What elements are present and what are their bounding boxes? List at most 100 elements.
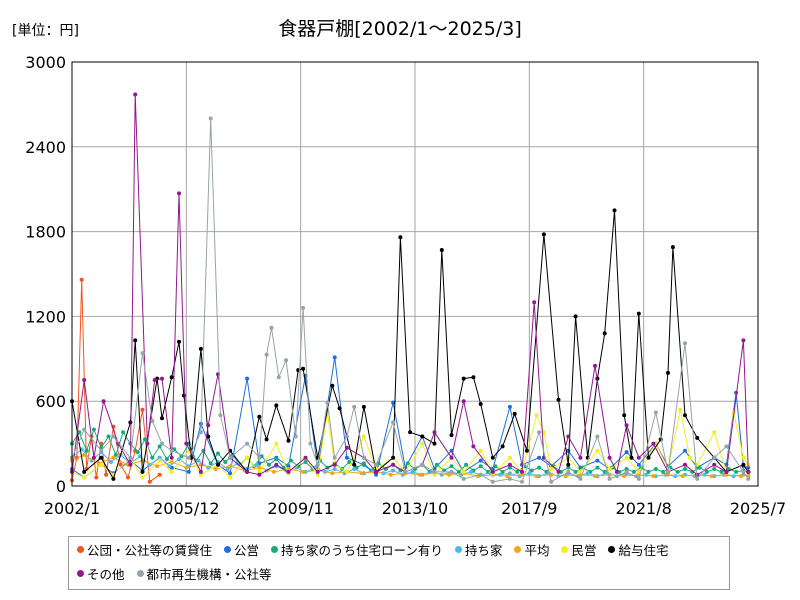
data-point bbox=[614, 469, 619, 474]
data-point bbox=[276, 375, 281, 380]
data-point bbox=[661, 469, 666, 474]
data-point bbox=[147, 479, 152, 484]
data-point bbox=[537, 430, 542, 435]
data-point bbox=[420, 441, 425, 446]
data-point bbox=[186, 455, 191, 460]
data-point bbox=[595, 434, 600, 439]
data-point bbox=[133, 338, 138, 343]
data-point bbox=[177, 457, 181, 462]
data-point bbox=[461, 376, 466, 381]
y-tick-label: 600 bbox=[35, 392, 66, 411]
data-point bbox=[140, 407, 145, 412]
legend-marker bbox=[77, 545, 84, 553]
data-point bbox=[254, 462, 259, 467]
data-point bbox=[408, 430, 413, 435]
data-point bbox=[683, 467, 687, 471]
data-point bbox=[687, 455, 692, 460]
data-point bbox=[612, 208, 617, 213]
data-point bbox=[420, 434, 425, 439]
data-point bbox=[695, 435, 700, 440]
data-point bbox=[104, 472, 109, 477]
data-point bbox=[301, 305, 306, 310]
series-line bbox=[71, 94, 749, 476]
data-point bbox=[140, 475, 145, 480]
data-point bbox=[206, 434, 211, 439]
data-point bbox=[746, 469, 751, 474]
data-point bbox=[636, 455, 641, 460]
data-point bbox=[566, 462, 571, 467]
data-point bbox=[344, 469, 349, 474]
data-point bbox=[405, 461, 410, 466]
y-tick-label: 3000 bbox=[25, 53, 66, 72]
data-point bbox=[644, 472, 649, 477]
data-point bbox=[675, 469, 680, 474]
tick-labels: 0 600 1200 1800 2400 3000 2002/1 2005/12 2009/11… bbox=[25, 53, 786, 518]
data-point bbox=[391, 462, 396, 467]
data-point bbox=[257, 472, 262, 477]
data-point bbox=[116, 441, 121, 446]
data-point bbox=[169, 455, 174, 460]
legend-label: 公営 bbox=[234, 542, 260, 558]
data-point bbox=[529, 468, 534, 473]
data-point bbox=[361, 404, 366, 409]
data-point bbox=[653, 410, 658, 415]
data-point bbox=[177, 191, 181, 196]
data-point bbox=[731, 474, 736, 479]
data-point bbox=[99, 462, 104, 467]
data-point bbox=[580, 465, 585, 470]
data-point bbox=[325, 400, 330, 405]
legend-marker bbox=[514, 545, 522, 553]
y-tick-label: 1200 bbox=[25, 307, 66, 326]
data-point bbox=[549, 479, 554, 484]
data-point bbox=[607, 455, 612, 460]
data-point bbox=[490, 469, 495, 474]
data-point bbox=[585, 471, 590, 476]
data-point bbox=[724, 469, 729, 474]
data-point bbox=[417, 472, 422, 477]
data-point bbox=[133, 92, 138, 97]
data-point bbox=[636, 462, 641, 467]
legend-label: 給与住宅 bbox=[618, 542, 669, 558]
data-point bbox=[624, 469, 629, 474]
data-point bbox=[301, 469, 306, 474]
data-point bbox=[344, 434, 349, 439]
data-point bbox=[198, 469, 203, 474]
data-point bbox=[746, 476, 751, 481]
y-tick-label: 0 bbox=[56, 477, 66, 496]
data-point bbox=[624, 455, 629, 460]
data-point bbox=[257, 469, 262, 474]
data-point bbox=[264, 437, 269, 442]
x-tick-label: 2025/7 bbox=[730, 499, 786, 518]
data-point bbox=[507, 404, 512, 409]
data-point bbox=[245, 469, 250, 474]
data-point bbox=[746, 473, 751, 478]
data-point bbox=[556, 397, 561, 402]
data-point bbox=[683, 462, 687, 467]
data-point bbox=[160, 416, 164, 421]
data-point bbox=[169, 375, 174, 380]
data-point bbox=[196, 458, 201, 463]
data-point bbox=[344, 445, 349, 450]
data-point bbox=[712, 462, 717, 467]
data-point bbox=[578, 455, 583, 460]
data-point bbox=[82, 469, 87, 474]
data-point bbox=[534, 413, 539, 418]
data-point bbox=[198, 346, 203, 351]
data-point bbox=[490, 455, 495, 460]
data-point bbox=[653, 467, 658, 471]
data-point bbox=[646, 455, 651, 460]
plot-frame bbox=[71, 61, 759, 487]
data-point bbox=[288, 458, 293, 463]
data-point bbox=[152, 378, 157, 382]
data-point bbox=[432, 430, 437, 435]
data-point bbox=[403, 469, 408, 474]
data-point bbox=[361, 461, 366, 466]
data-point bbox=[524, 448, 529, 453]
data-point bbox=[79, 277, 84, 282]
data-point bbox=[169, 448, 174, 453]
data-point bbox=[500, 469, 505, 474]
data-point bbox=[82, 427, 87, 432]
data-point bbox=[578, 476, 583, 481]
data-point bbox=[646, 469, 651, 474]
data-point bbox=[177, 339, 181, 344]
